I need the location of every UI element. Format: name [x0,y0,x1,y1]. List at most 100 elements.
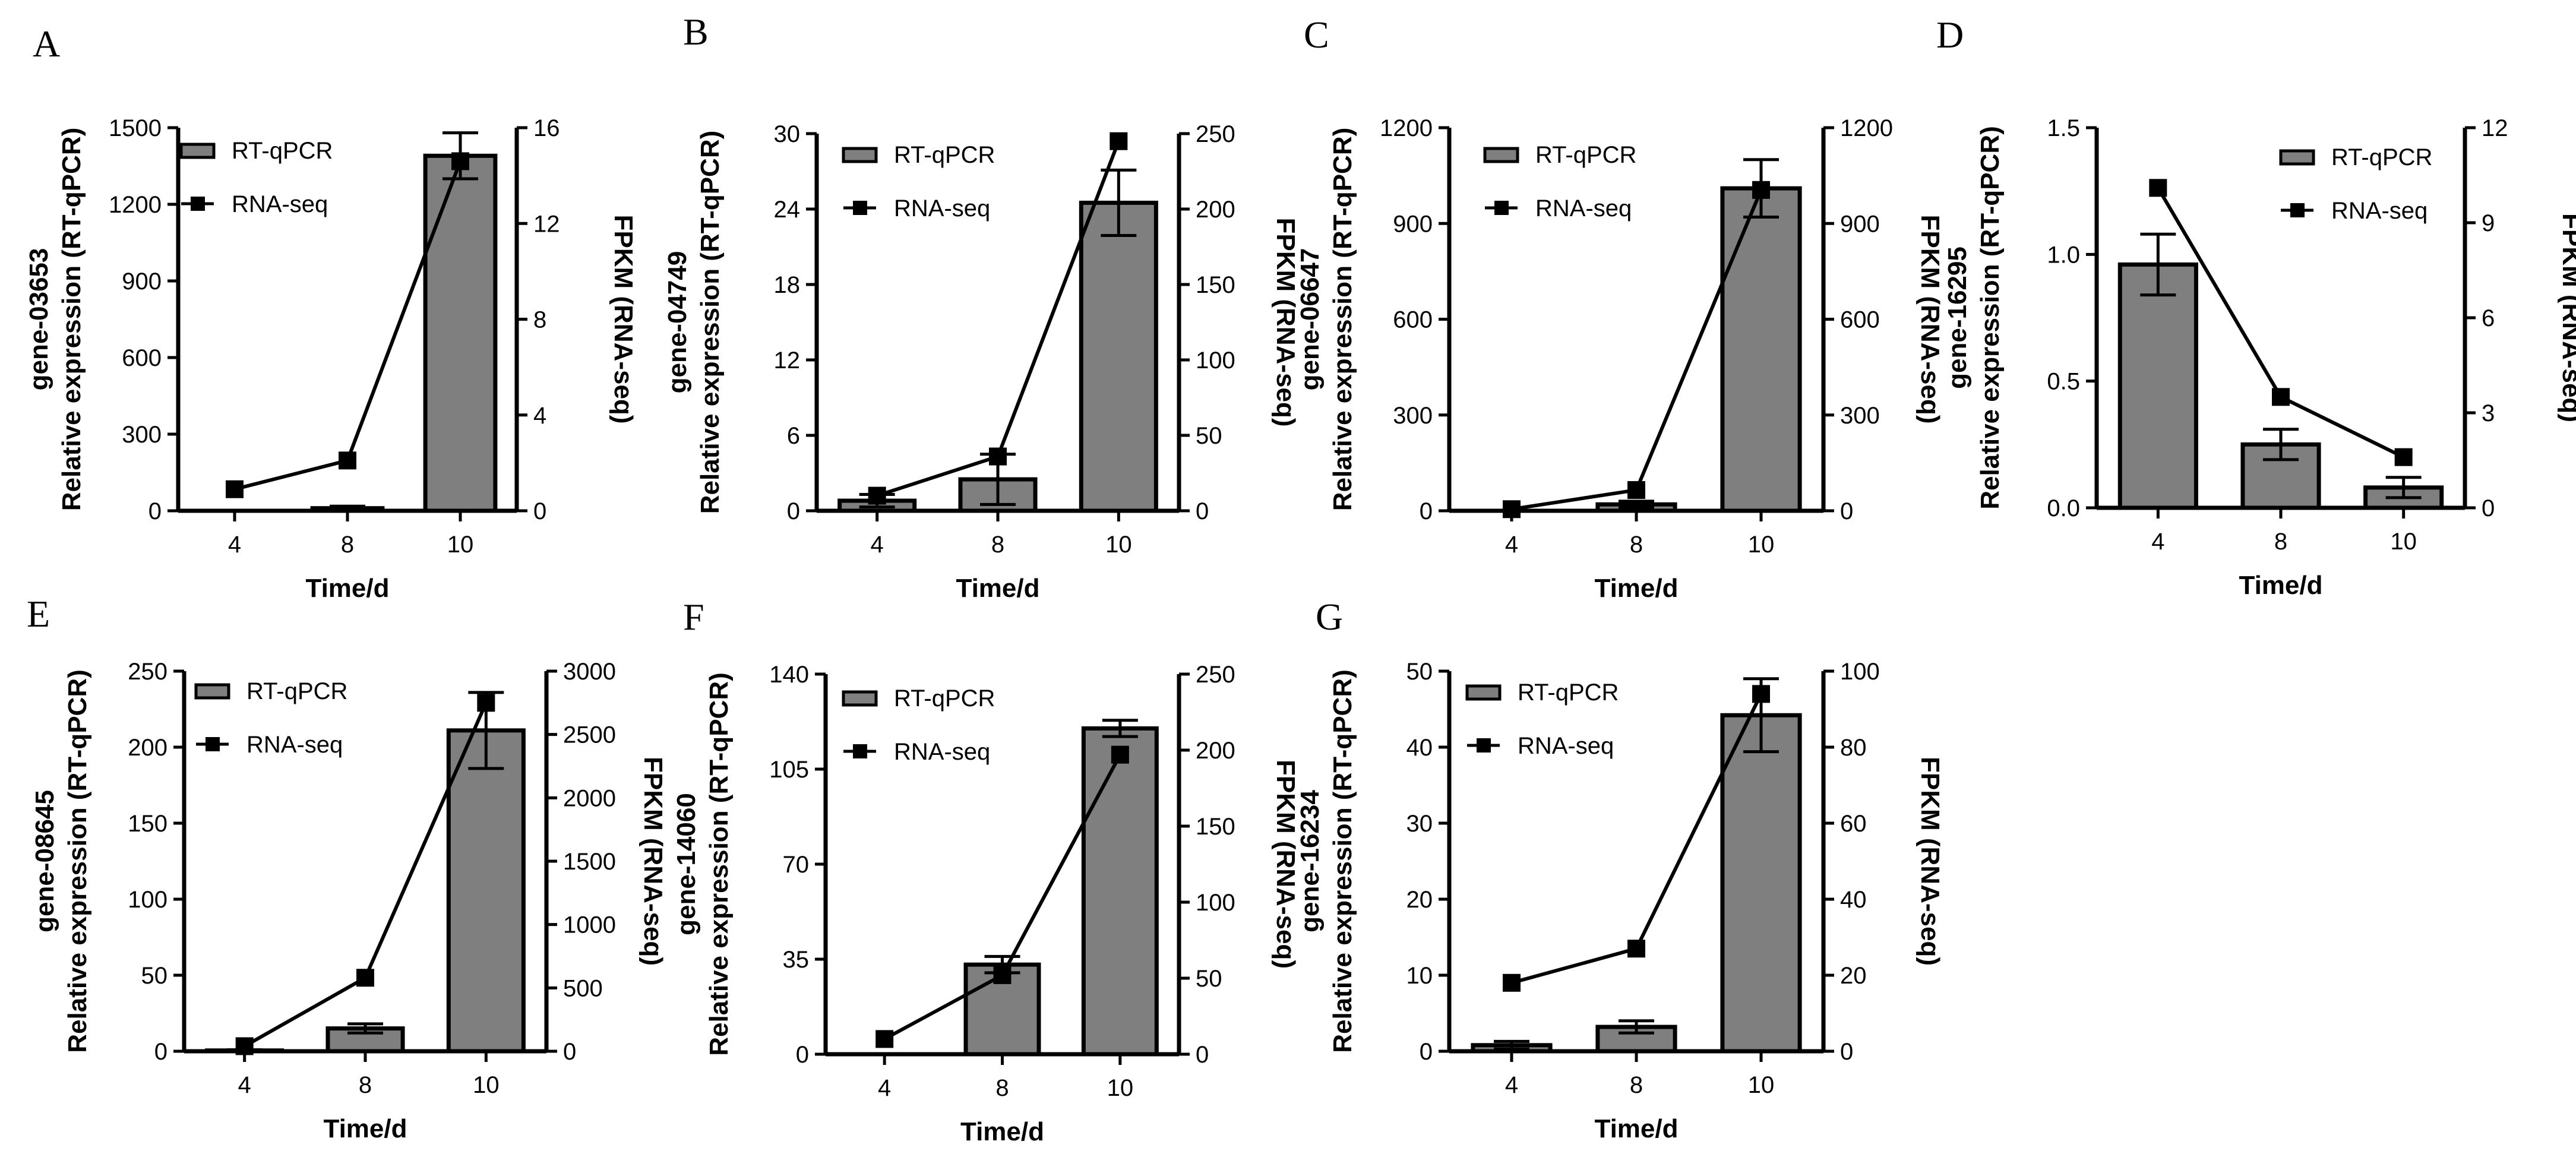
right-tick-label: 100 [1840,659,1880,685]
left-tick-label: 35 [783,947,810,973]
x-tick-label: 4 [878,1075,891,1101]
right-tick-label: 3000 [563,659,616,685]
left-tick-label: 0 [787,498,800,524]
x-tick-label: 4 [238,1072,251,1098]
right-tick-label: 100 [1196,347,1235,374]
rnaseq-point-10 [1110,132,1128,150]
x-axis-title: Time/d [956,574,1039,603]
left-tick-label: 0 [796,1042,809,1068]
legend-bar-swatch [842,147,878,163]
legend-bar-swatch [842,690,878,707]
right-tick-label: 200 [1196,197,1235,223]
right-tick-label: 6 [2482,305,2495,331]
left-tick-label: 1.5 [2047,115,2080,141]
right-tick-label: 600 [1840,307,1880,333]
y-axis-title: Relative expression (RT-qPCR) [696,131,725,514]
x-axis-title: Time/d [2239,571,2322,600]
right-tick-label: 8 [533,307,546,333]
legend-marker-swatch [853,201,867,215]
legend-line-label: RNA-seq [894,195,990,222]
legend: RT-qPCR RNA-seq [842,685,995,765]
rnaseq-point-10 [1752,181,1770,199]
x-tick-label: 8 [341,532,354,558]
left-tick-label: 0 [148,498,162,524]
y-axis-gene-title: gene-04749 [663,251,692,394]
legend: RT-qPCR RNA-seq [179,138,333,217]
x-tick-label: 4 [871,532,884,558]
left-tick-label: 1500 [109,115,162,141]
x-tick-label: 10 [1105,532,1132,558]
rnaseq-point-4 [868,486,886,505]
bar-rtqpcr-10 [1081,726,1159,1057]
panel-letter: G [1316,596,1343,638]
left-tick-label: 1.0 [2047,242,2080,268]
left-tick-label: 30 [774,121,801,147]
right-tick-label: 0 [2482,495,2495,521]
legend-marker-swatch [853,744,867,758]
left-tick-label: 50 [1406,659,1433,685]
left-tick-label: 300 [122,422,162,448]
legend-bar-label: RT-qPCR [894,685,995,712]
y2-axis-title: FPKM (RNA-seq) [1916,757,1945,966]
left-tick-label: 0 [154,1039,167,1065]
rnaseq-point-8 [1627,481,1645,499]
rnaseq-point-10 [1111,745,1129,764]
x-tick-label: 4 [1505,532,1518,558]
right-tick-label: 1200 [1840,115,1893,141]
rnaseq-point-8 [1627,940,1645,958]
right-tick-label: 2000 [563,785,616,811]
legend: RT-qPCR RNA-seq [194,678,347,758]
panel-g: G 0 10 20 30 40 50 0 20 40 60 80 100 4 8 10 Time/d gene-1… [1295,596,1945,1143]
right-tick-label: 250 [1196,121,1235,147]
y-axis-gene-title: gene-14060 [672,793,701,935]
legend-bar-swatch [1465,684,1502,701]
right-tick-label: 900 [1840,211,1880,237]
right-tick-label: 9 [2482,210,2495,236]
x-axis-title: Time/d [1594,1114,1678,1143]
right-tick-label: 12 [533,211,560,237]
legend-line-label: RNA-seq [1518,733,1614,759]
panel-letter: B [683,11,709,53]
left-tick-label: 20 [1406,887,1433,913]
legend-bar-swatch [2279,149,2315,166]
panel-letter: E [27,593,50,635]
right-tick-label: 60 [1840,811,1867,837]
legend: RT-qPCR RNA-seq [1483,142,1636,222]
x-tick-label: 4 [2151,529,2164,555]
left-tick-label: 40 [1406,735,1433,761]
y-axis-gene-title: gene-16295 [1943,246,1972,389]
right-tick-label: 50 [1196,966,1222,992]
y-axis-title: Relative expression (RT-qPCR) [57,128,86,511]
x-tick-label: 4 [228,532,241,558]
legend: RT-qPCR RNA-seq [2279,144,2432,224]
y-axis-title: Relative expression (RT-qPCR) [1976,126,2005,510]
left-tick-label: 50 [141,963,168,989]
rnaseq-point-8 [989,447,1007,466]
legend-bar-label: RT-qPCR [246,678,347,704]
left-tick-label: 150 [128,811,167,837]
rnaseq-point-4 [875,1030,894,1048]
legend: RT-qPCR RNA-seq [842,142,995,222]
right-tick-label: 0 [1196,1042,1209,1068]
right-tick-label: 3 [2482,400,2495,426]
right-tick-label: 20 [1840,963,1867,989]
legend-bar-swatch [1483,147,1519,163]
right-tick-label: 100 [1196,890,1235,916]
y2-axis-title: FPKM (RNA-seq) [2557,213,2576,422]
x-tick-label: 8 [995,1075,1009,1101]
right-tick-label: 0 [1840,498,1853,524]
panel-b: B 0 6 12 18 24 30 0 50 100 150 200 250 4 8 10 Time/d gene… [663,11,1300,603]
panel-f: F 0 35 70 105 140 0 50 100 150 200 250 4 8 10 Time/d gen… [672,596,1300,1146]
left-tick-label: 12 [774,347,801,374]
x-axis-title: Time/d [305,574,389,603]
left-tick-label: 24 [774,197,801,223]
right-tick-label: 150 [1196,272,1235,298]
y-axis-title: Relative expression (RT-qPCR) [704,672,734,1056]
rnaseq-point-8 [2272,388,2290,406]
rnaseq-point-8 [339,451,356,470]
x-tick-label: 8 [1630,532,1643,558]
x-tick-label: 10 [447,532,474,558]
left-tick-label: 900 [1393,211,1433,237]
